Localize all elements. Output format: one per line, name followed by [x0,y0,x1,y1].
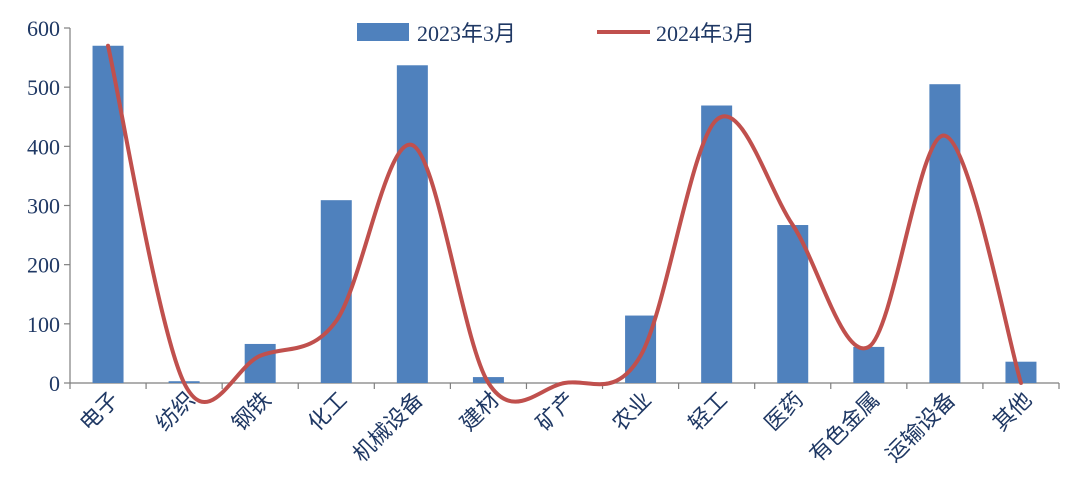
y-tick-label: 400 [27,134,60,159]
legend-label-bar: 2023年3月 [417,21,516,46]
category-label: 电子 [75,388,124,437]
y-tick-label: 200 [27,253,60,278]
y-tick-label: 600 [27,16,60,41]
category-label: 其他 [988,388,1037,437]
legend-swatch-bar [357,23,409,41]
category-label: 医药 [760,388,809,437]
category-label: 农业 [608,388,657,437]
category-label: 机械设备 [349,388,429,468]
bar-series [92,45,1037,384]
bar-有色金属 [853,346,885,383]
category-label: 钢铁 [228,388,277,437]
bar-轻工 [701,105,733,383]
bar-医药 [777,225,809,383]
bar-运输设备 [929,84,961,383]
category-label: 运输设备 [881,388,961,468]
bar-其他 [1005,361,1037,383]
category-label: 化工 [304,388,353,437]
y-tick-label: 300 [27,194,60,219]
category-label: 有色金属 [805,388,885,468]
category-label: 轻工 [684,388,733,437]
legend-label-line: 2024年3月 [656,21,755,46]
y-tick-label: 500 [27,75,60,100]
y-tick-label: 0 [49,371,60,396]
y-tick-label: 100 [27,312,60,337]
bar-化工 [320,200,352,383]
legend: 2023年3月 2024年3月 [357,21,755,46]
line-2024 [106,43,1023,404]
line-series [106,43,1023,404]
bar-机械设备 [396,65,428,384]
